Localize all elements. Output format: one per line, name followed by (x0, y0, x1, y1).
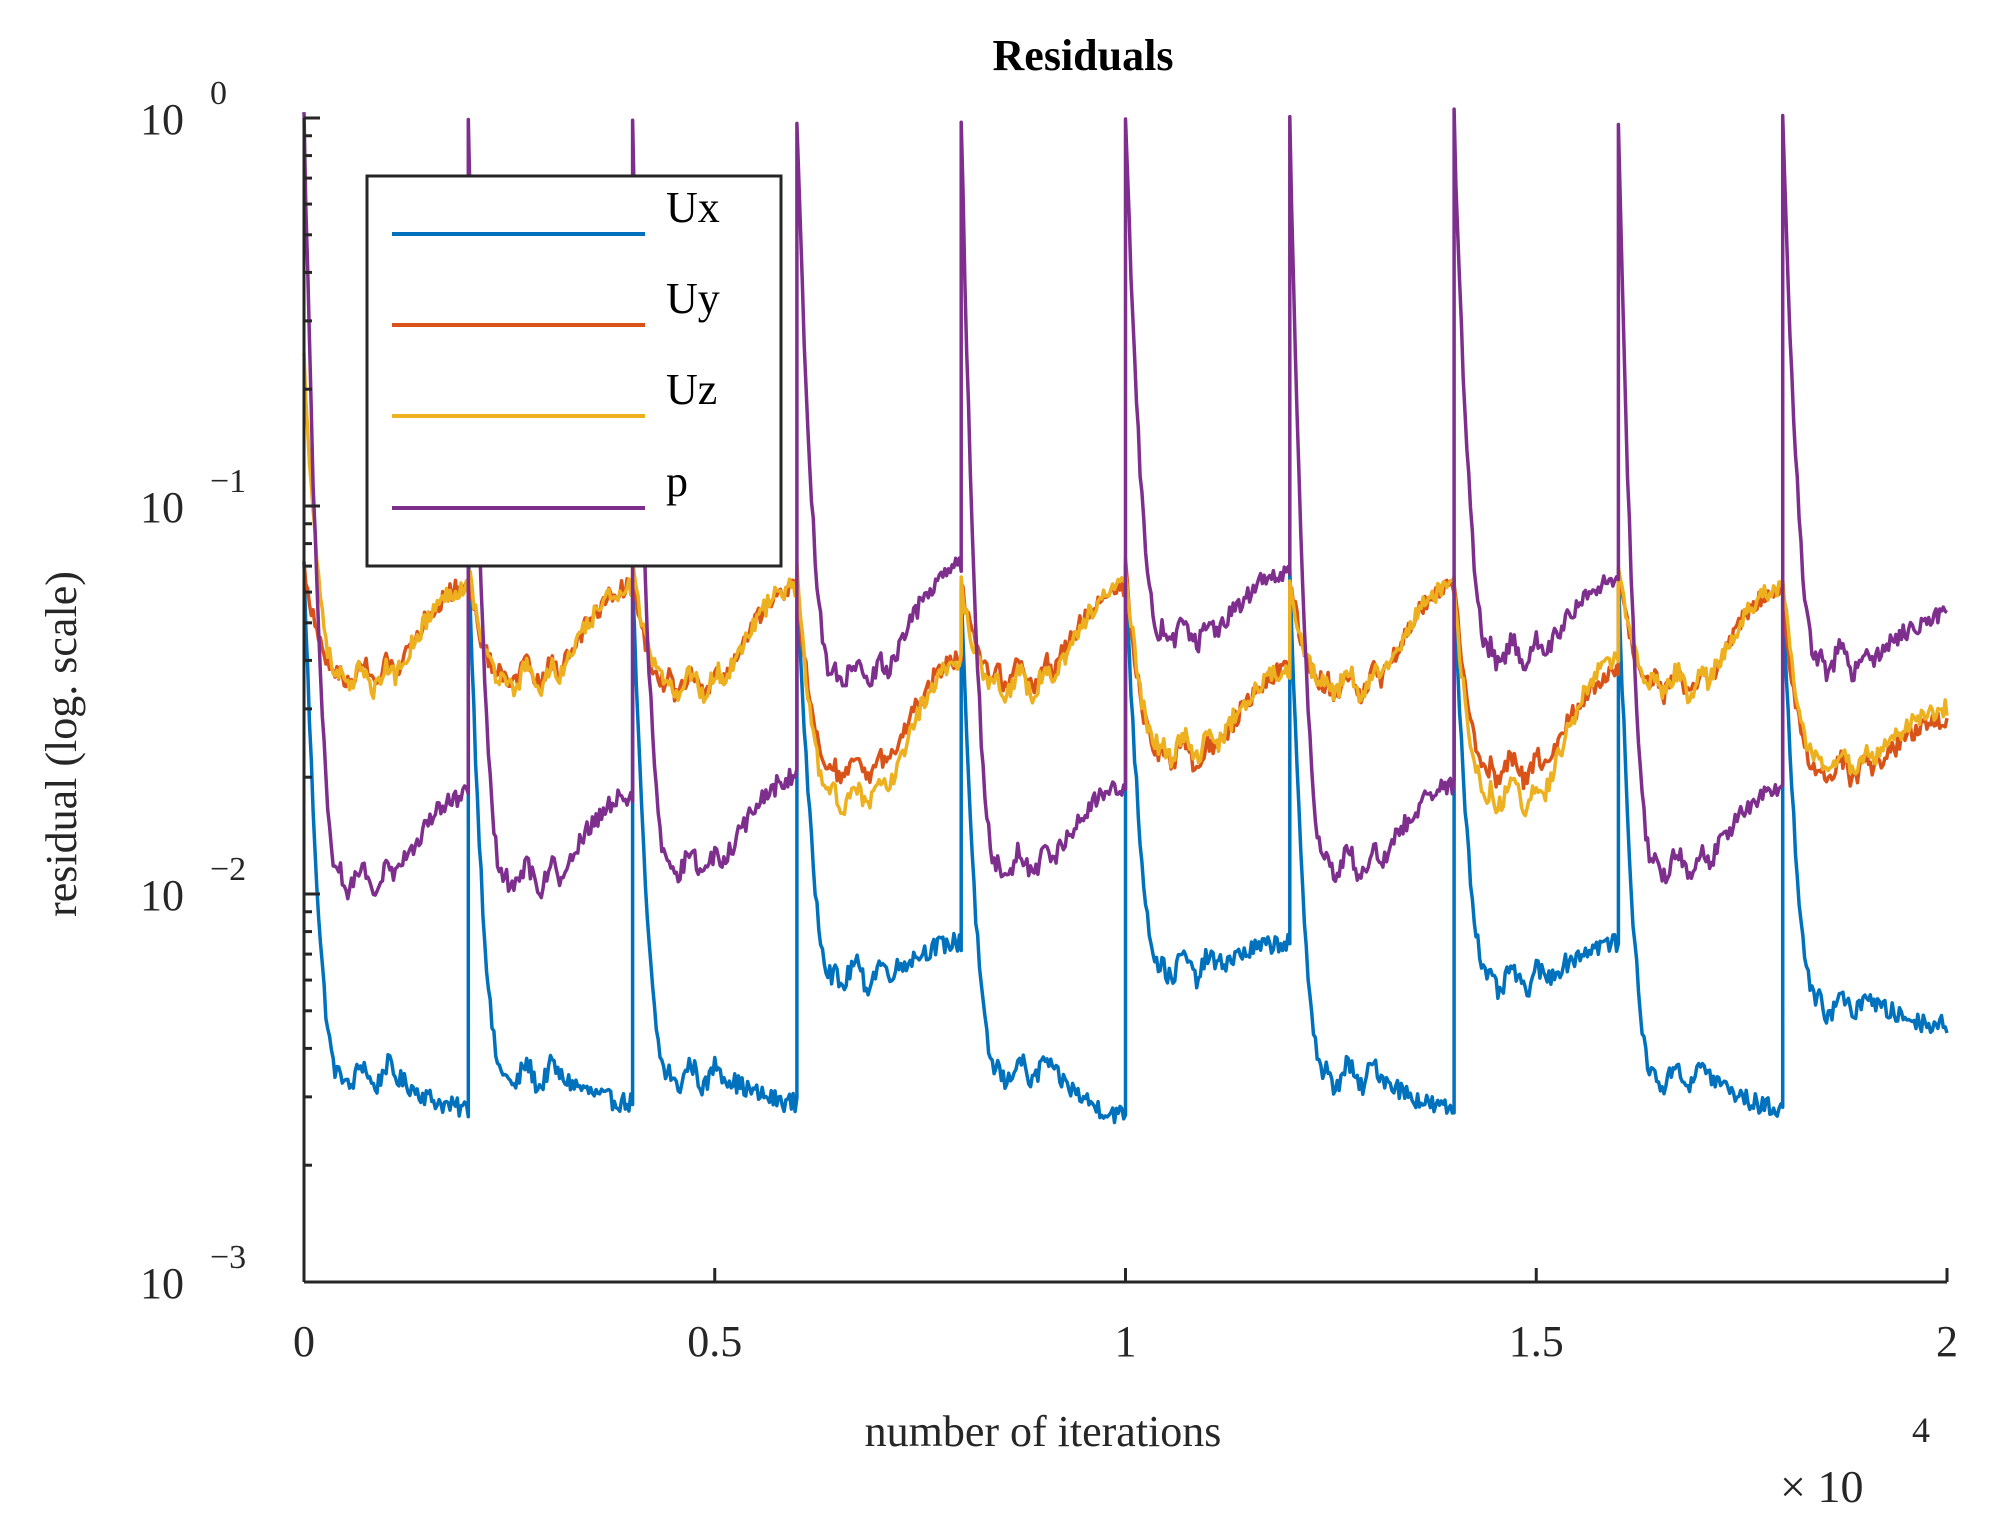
legend-label-uy: Uy (666, 274, 720, 323)
y-tick-label-exponent: −2 (210, 851, 246, 888)
x-axis-label: number of iterations (865, 1407, 1222, 1456)
legend-label-uz: Uz (666, 365, 717, 414)
y-tick-label-exponent: −3 (210, 1239, 246, 1276)
legend: Ux Uy Uz p (365, 174, 783, 568)
y-tick-label-base: 10 (140, 871, 184, 920)
x-multiplier-base: × 10 (1780, 1461, 1863, 1512)
y-tick-label-exponent: 0 (210, 75, 227, 112)
series-layer (302, 107, 1949, 1125)
y-tick-label-exponent: −1 (210, 463, 246, 500)
x-tick-label: 0.5 (687, 1317, 742, 1366)
tick-layer: 0 0.5 1 1.5 2 10 0 10 −1 10 −2 10 −3 (140, 75, 1958, 1366)
x-tick-label: 2 (1936, 1317, 1958, 1366)
x-tick-label: 0 (293, 1317, 315, 1366)
legend-label-ux: Ux (666, 183, 720, 232)
legend-label-p: p (666, 457, 688, 506)
chart-title: Residuals (993, 31, 1174, 80)
series-line-ux (302, 551, 1949, 1125)
y-tick-label-base: 10 (140, 1259, 184, 1308)
x-tick-label: 1.5 (1509, 1317, 1564, 1366)
y-axis-label: residual (log. scale) (37, 571, 86, 917)
legend-box (365, 174, 783, 568)
y-tick-label-base: 10 (140, 95, 184, 144)
y-tick-label-base: 10 (140, 483, 184, 532)
x-tick-label: 1 (1115, 1317, 1137, 1366)
series-line-p (302, 107, 1948, 901)
x-multiplier-exponent: 4 (1912, 1410, 1930, 1450)
x-multiplier: × 10 4 (1780, 1410, 1930, 1512)
